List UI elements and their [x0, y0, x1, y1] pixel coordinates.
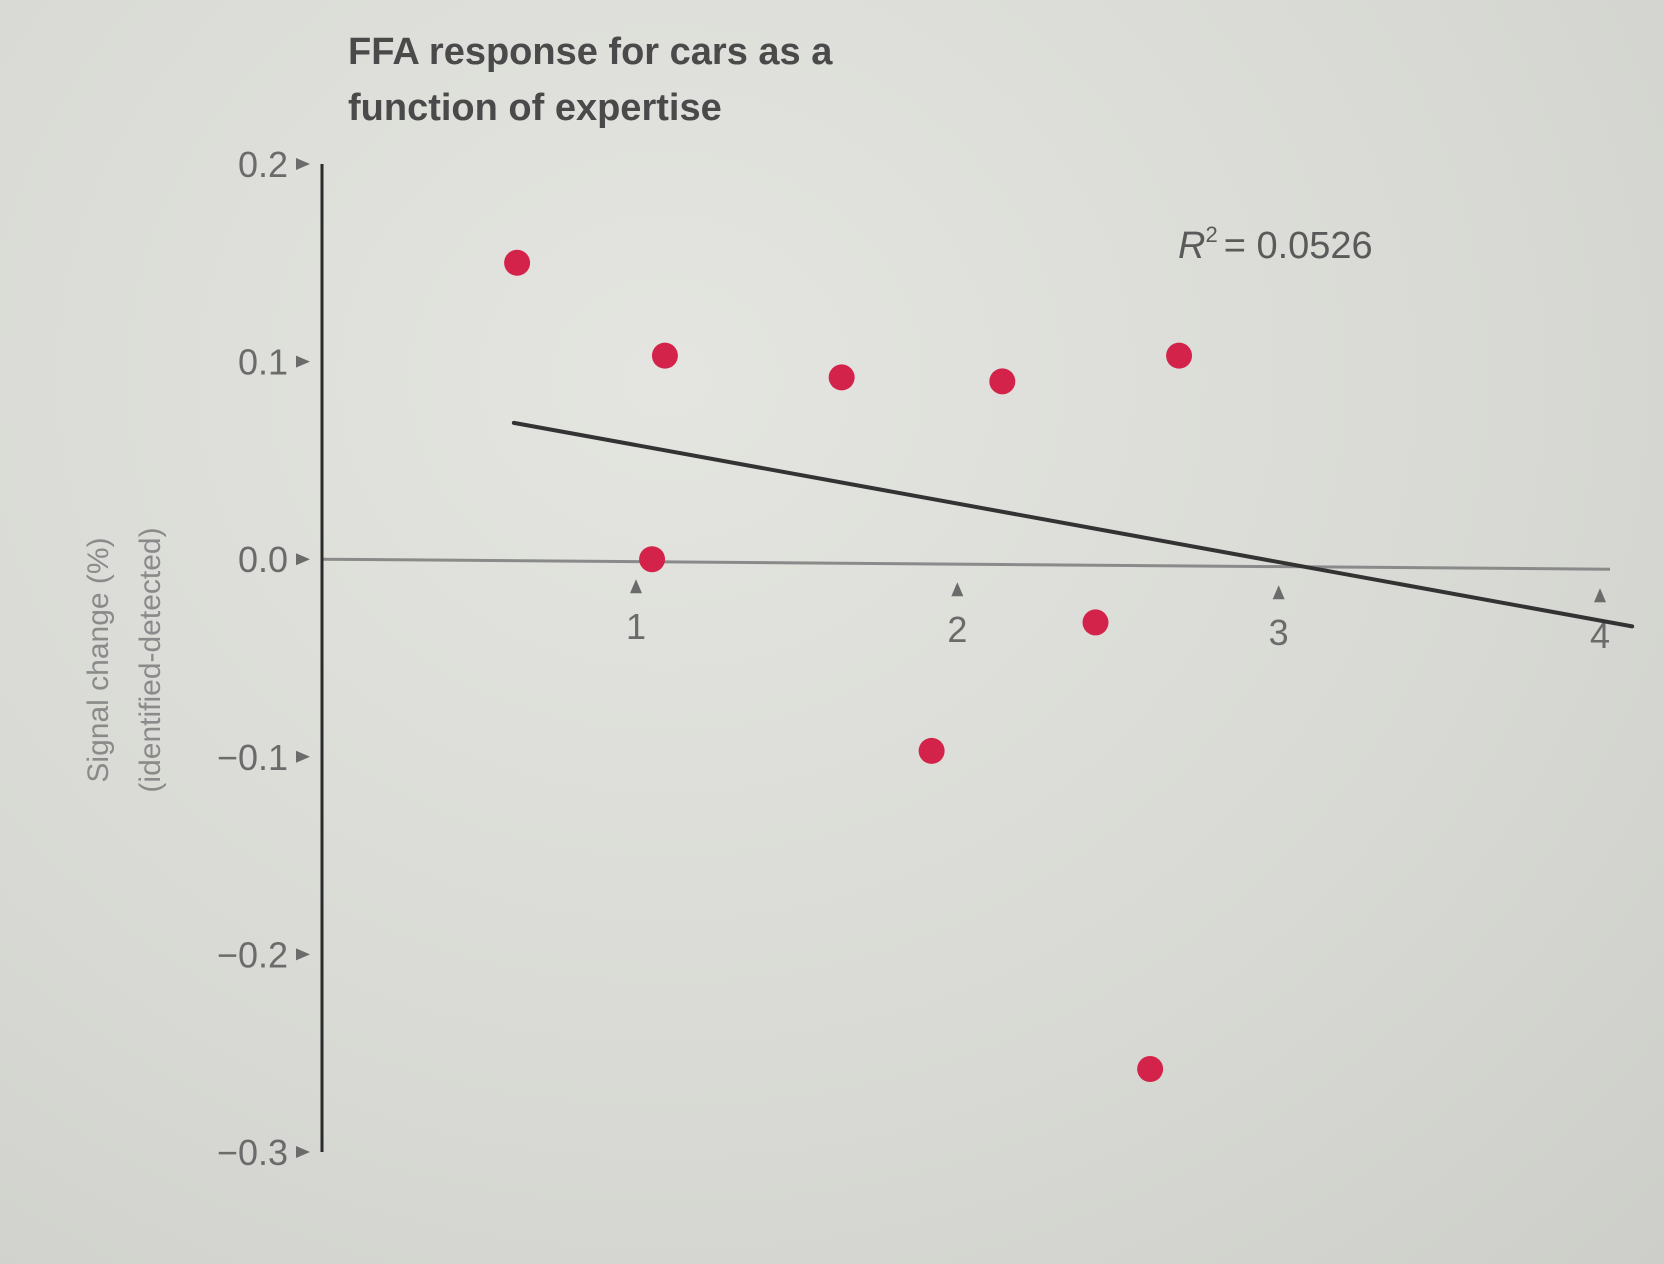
regression-line — [511, 420, 1635, 629]
data-point — [918, 737, 945, 764]
y-tick-label: 0.0 — [238, 539, 288, 580]
x-tick-label: 2 — [947, 609, 967, 650]
x-tick-marker — [630, 579, 642, 594]
data-point — [828, 364, 855, 391]
x-tick-label: 1 — [626, 606, 646, 647]
data-points — [504, 249, 1193, 1083]
y-axis: 0.2 0.1 0.0 −0.1 −0.2 −0.3 — [217, 144, 324, 1173]
x-tick-marker — [1594, 588, 1606, 603]
zero-line — [321, 557, 1611, 571]
x-tick-marker — [1272, 585, 1285, 600]
y-tick-label: 0.2 — [238, 144, 288, 185]
data-point — [1137, 1056, 1164, 1083]
y-tick-marker — [296, 1146, 310, 1158]
data-point — [1166, 342, 1193, 369]
y-tick-label: −0.3 — [217, 1132, 288, 1173]
y-tick-marker — [296, 553, 310, 566]
r-squared-symbol: R — [1178, 225, 1205, 267]
regression-line-path — [511, 420, 1635, 629]
x-tick-marker — [951, 582, 964, 597]
x-tick-label: 4 — [1590, 615, 1610, 656]
y-tick-label: −0.2 — [217, 934, 288, 975]
y-axis-title-line-2: (identified-detected) — [134, 527, 167, 792]
zero-reference-line — [321, 557, 1611, 571]
r-squared-value: = 0.0526 — [1224, 225, 1373, 267]
y-tick-marker — [296, 158, 310, 170]
y-tick-label: −0.1 — [217, 737, 288, 778]
y-tick-marker — [296, 355, 310, 368]
svg-text:R2= 0.0526: R2 = 0.0526 — [1178, 222, 1373, 267]
y-axis-title-line-1: Signal change (%) — [82, 537, 115, 782]
y-tick-marker — [296, 948, 310, 961]
chart-title-line-2: function of expertise — [348, 87, 722, 129]
r-squared-exponent: 2 — [1205, 222, 1217, 247]
y-axis-title: Signal change (%) (identified-detected) — [82, 527, 167, 792]
data-point — [504, 249, 531, 276]
data-point — [1082, 609, 1109, 636]
chart-title-line-1: FFA response for cars as a — [348, 31, 833, 73]
x-tick-label: 3 — [1269, 612, 1289, 653]
y-tick-label: 0.1 — [238, 342, 288, 383]
r-squared-annotation: R2 = 0.0526 — [1178, 222, 1373, 267]
data-point — [639, 546, 666, 573]
data-point — [651, 342, 678, 369]
x-axis: 1 2 3 4 — [626, 579, 1610, 656]
y-tick-marker — [296, 750, 310, 763]
data-point — [989, 368, 1016, 395]
chart-title: FFA response for cars as a function of e… — [348, 31, 833, 129]
